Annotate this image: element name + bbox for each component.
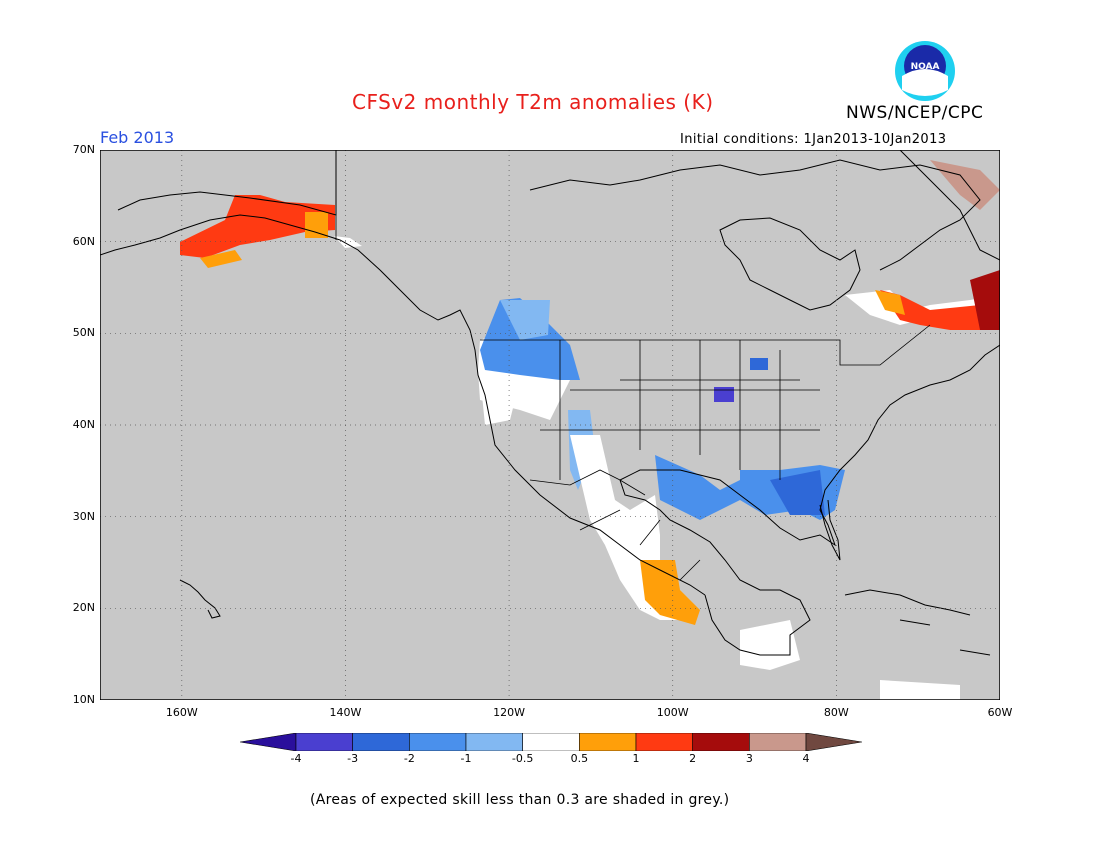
colorbar [240, 733, 862, 751]
colorbar-segment [635, 733, 693, 751]
lat-lon-grid [100, 150, 1000, 700]
colorbar-segment [692, 733, 750, 751]
colorbar-tick-label: 2 [689, 752, 697, 765]
anomaly-alaska-orange [305, 212, 328, 238]
coastline-greenland [899, 150, 1000, 261]
noaa-logo: NOAA [895, 41, 955, 101]
anomaly-pnw-cool [480, 298, 580, 380]
colorbar-tick-label: 0.5 [570, 752, 589, 765]
anomaly-alaska-warm [180, 195, 335, 258]
border-us-canada [480, 324, 931, 366]
colorbar-tick-label: -4 [290, 752, 302, 765]
colorbar-segment [352, 733, 410, 751]
agency-label: NWS/NCEP/CPC [846, 103, 984, 123]
lon-label: 100W [656, 706, 689, 719]
lat-label: 60N [72, 234, 95, 248]
lat-label: 10N [72, 693, 95, 706]
border-us-states [540, 340, 820, 480]
anomaly-quebec-orange [875, 290, 905, 315]
coastlines [100, 150, 1000, 656]
anomaly-midwest-purple [714, 387, 734, 402]
lat-label: 20N [72, 601, 95, 615]
border-mexico-states [579, 509, 701, 581]
initial-conditions: Initial conditions: 1Jan2013-10Jan2013 [680, 132, 947, 147]
anomaly-cells [180, 160, 1000, 700]
coastline-caribbean [844, 589, 991, 656]
colorbar-tick-label: -2 [403, 752, 415, 765]
anomaly-pacific-white [480, 375, 520, 425]
lat-label: 40N [72, 418, 95, 431]
anomaly-mexico-warm [640, 560, 700, 625]
anomaly-greenland-tan [930, 160, 1000, 210]
coastline-hawaii [179, 579, 221, 619]
forecast-period: Feb 2013 [100, 128, 175, 147]
colorbar-tick-label: -0.5 [511, 752, 534, 765]
colorbar-segment [295, 733, 353, 751]
colorbar-segment [749, 733, 807, 751]
anomaly-labrador-warm [880, 290, 1000, 330]
lat-label: 30N [72, 509, 95, 523]
skill-footnote: (Areas of expected skill less than 0.3 a… [310, 792, 730, 808]
lon-label: 60W [987, 706, 1013, 719]
anomaly-bc-white [334, 236, 362, 248]
colorbar-max-arrow [805, 733, 862, 751]
lat-label: 70N [72, 143, 95, 156]
coastline-arctic-islands [529, 159, 981, 271]
political-borders [335, 150, 931, 581]
lon-label: 120W [493, 706, 526, 719]
noaa-logo-text: NOAA [911, 62, 940, 72]
colorbar-tick-label: -1 [460, 752, 472, 765]
anomaly-south-america-white [880, 680, 960, 700]
anomaly-pnw-lightblue [500, 300, 550, 340]
colorbar-tick-label: -3 [347, 752, 359, 765]
colorbar-tick-label: 4 [802, 752, 810, 765]
colorbar-tick-label: 3 [745, 752, 753, 765]
coastline-hudson-bay [719, 217, 861, 311]
colorbar-segment [409, 733, 467, 751]
lon-label: 80W [823, 706, 849, 719]
lat-label: 50N [72, 326, 95, 340]
border-us-mexico [529, 469, 646, 496]
anomaly-alaska-coast-orange [200, 250, 242, 268]
coastline-gulf-east [619, 344, 1000, 656]
colorbar-segment [579, 733, 637, 751]
anomaly-map [100, 150, 1000, 700]
colorbar-segment [465, 733, 523, 751]
anomaly-central-america-white [740, 620, 800, 670]
colorbar-segment [522, 733, 580, 751]
anomaly-southeast-darkblue [770, 470, 825, 515]
colorbar-min-arrow [240, 733, 297, 751]
colorbar-tick-label: 1 [632, 752, 640, 765]
lon-label: 140W [329, 706, 362, 719]
anomaly-texas-cool [655, 455, 750, 520]
figure-title: CFSv2 monthly T2m anomalies (K) [352, 90, 714, 114]
anomaly-labrador-darkred [970, 270, 1000, 330]
anomaly-michigan-blue [750, 358, 768, 370]
coastline-alaska [100, 150, 706, 596]
coastline-florida [819, 499, 841, 561]
lon-label: 160W [165, 706, 198, 719]
